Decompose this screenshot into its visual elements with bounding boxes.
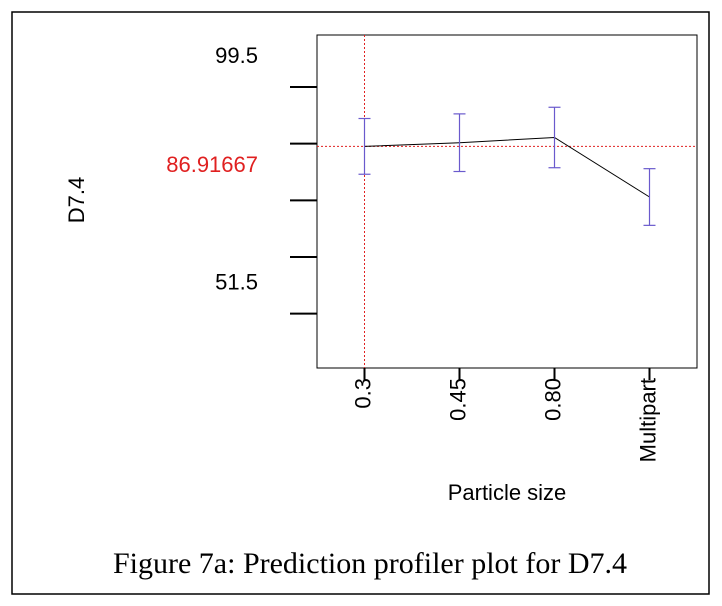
current-value-label: 86.91667 <box>166 152 258 177</box>
y-axis-label: D7.4 <box>64 177 89 223</box>
y-tick-label: 51.5 <box>215 269 258 294</box>
x-tick-label: 0.45 <box>445 378 470 421</box>
plot-box <box>316 34 698 369</box>
x-tick-label: 0.3 <box>350 378 375 409</box>
frame <box>11 11 710 595</box>
error-bar <box>643 168 656 226</box>
data-line <box>364 136 650 198</box>
caption: Figure 7a: Prediction profiler plot for … <box>113 547 627 580</box>
error-bar <box>548 106 561 169</box>
error-bar <box>453 113 466 173</box>
error-bar <box>358 117 371 175</box>
y-tick-label: 99.5 <box>215 43 258 68</box>
x-tick-label: 0.80 <box>540 378 565 421</box>
x-axis-label: Particle size <box>448 480 567 505</box>
x-tick-label: Multipart <box>635 378 660 462</box>
